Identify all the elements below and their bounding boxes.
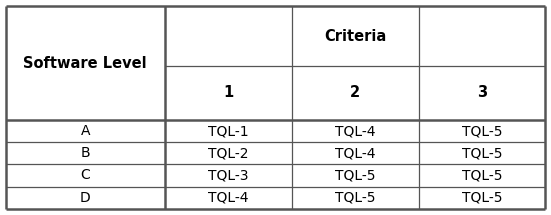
Text: D: D [80, 190, 90, 204]
Text: Criteria: Criteria [324, 29, 386, 43]
Text: TQL-1: TQL-1 [208, 124, 249, 138]
Text: TQL-5: TQL-5 [335, 190, 375, 204]
Text: A: A [80, 124, 90, 138]
Text: TQL-2: TQL-2 [208, 146, 249, 160]
Text: 2: 2 [350, 86, 360, 100]
Text: TQL-3: TQL-3 [208, 169, 249, 183]
Text: TQL-5: TQL-5 [462, 169, 503, 183]
Text: 3: 3 [477, 86, 487, 100]
Text: Software Level: Software Level [23, 56, 147, 71]
Text: B: B [80, 146, 90, 160]
Text: C: C [80, 169, 90, 183]
Text: TQL-5: TQL-5 [462, 124, 503, 138]
Text: TQL-4: TQL-4 [335, 146, 375, 160]
Text: TQL-5: TQL-5 [462, 190, 503, 204]
Text: TQL-5: TQL-5 [462, 146, 503, 160]
Text: TQL-4: TQL-4 [335, 124, 375, 138]
Text: TQL-5: TQL-5 [335, 169, 375, 183]
Text: TQL-4: TQL-4 [208, 190, 249, 204]
Text: 1: 1 [223, 86, 234, 100]
